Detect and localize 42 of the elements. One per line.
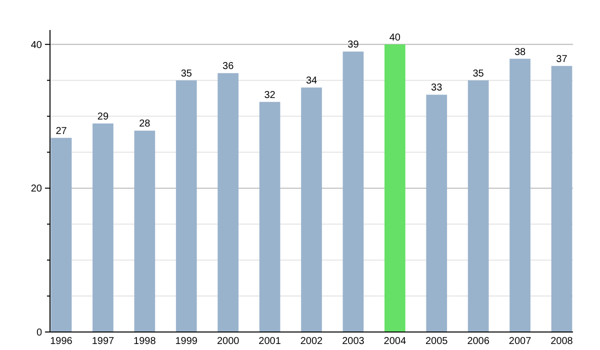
x-tick-label: 2003 bbox=[342, 336, 365, 347]
bar bbox=[468, 80, 489, 332]
x-tick-label: 2001 bbox=[258, 336, 282, 347]
data-label: 35 bbox=[180, 68, 192, 80]
bar bbox=[342, 52, 364, 332]
x-tick-label: 1998 bbox=[134, 336, 156, 347]
bar bbox=[384, 44, 406, 332]
data-label: 35 bbox=[472, 68, 484, 80]
bar bbox=[510, 58, 530, 332]
data-label: 40 bbox=[389, 32, 401, 44]
data-label: 32 bbox=[264, 90, 276, 101]
bar bbox=[176, 80, 197, 332]
y-tick-label: 40 bbox=[30, 40, 42, 51]
x-tick-label: 2006 bbox=[467, 336, 490, 347]
x-tick-label: 1997 bbox=[92, 336, 115, 347]
bar bbox=[426, 94, 448, 332]
data-label: 38 bbox=[514, 46, 526, 58]
x-tick-label: 2008 bbox=[550, 336, 574, 347]
data-label: 34 bbox=[306, 76, 318, 87]
y-tick-label: 20 bbox=[30, 184, 42, 195]
bar bbox=[218, 73, 239, 332]
x-tick-label: 2002 bbox=[300, 336, 324, 347]
x-tick-label: 2005 bbox=[425, 336, 448, 347]
data-label: 28 bbox=[139, 118, 151, 130]
bar bbox=[92, 123, 114, 332]
x-tick-label: 2000 bbox=[216, 336, 240, 347]
bar bbox=[259, 102, 280, 332]
x-tick-label: 2004 bbox=[384, 336, 406, 347]
y-tick-label: 0 bbox=[36, 328, 42, 338]
data-label: 27 bbox=[56, 126, 68, 137]
data-label: 33 bbox=[431, 82, 443, 94]
bar bbox=[301, 88, 322, 332]
data-label: 37 bbox=[556, 54, 568, 65]
bar bbox=[134, 130, 156, 332]
bar bbox=[50, 138, 72, 332]
data-label: 39 bbox=[348, 40, 360, 51]
x-tick-label: 1999 bbox=[175, 336, 198, 347]
x-tick-label: 1996 bbox=[50, 336, 73, 347]
data-label: 36 bbox=[222, 61, 234, 72]
bar bbox=[551, 66, 572, 332]
data-label: 29 bbox=[97, 111, 109, 122]
x-tick-label: 2007 bbox=[508, 336, 532, 347]
